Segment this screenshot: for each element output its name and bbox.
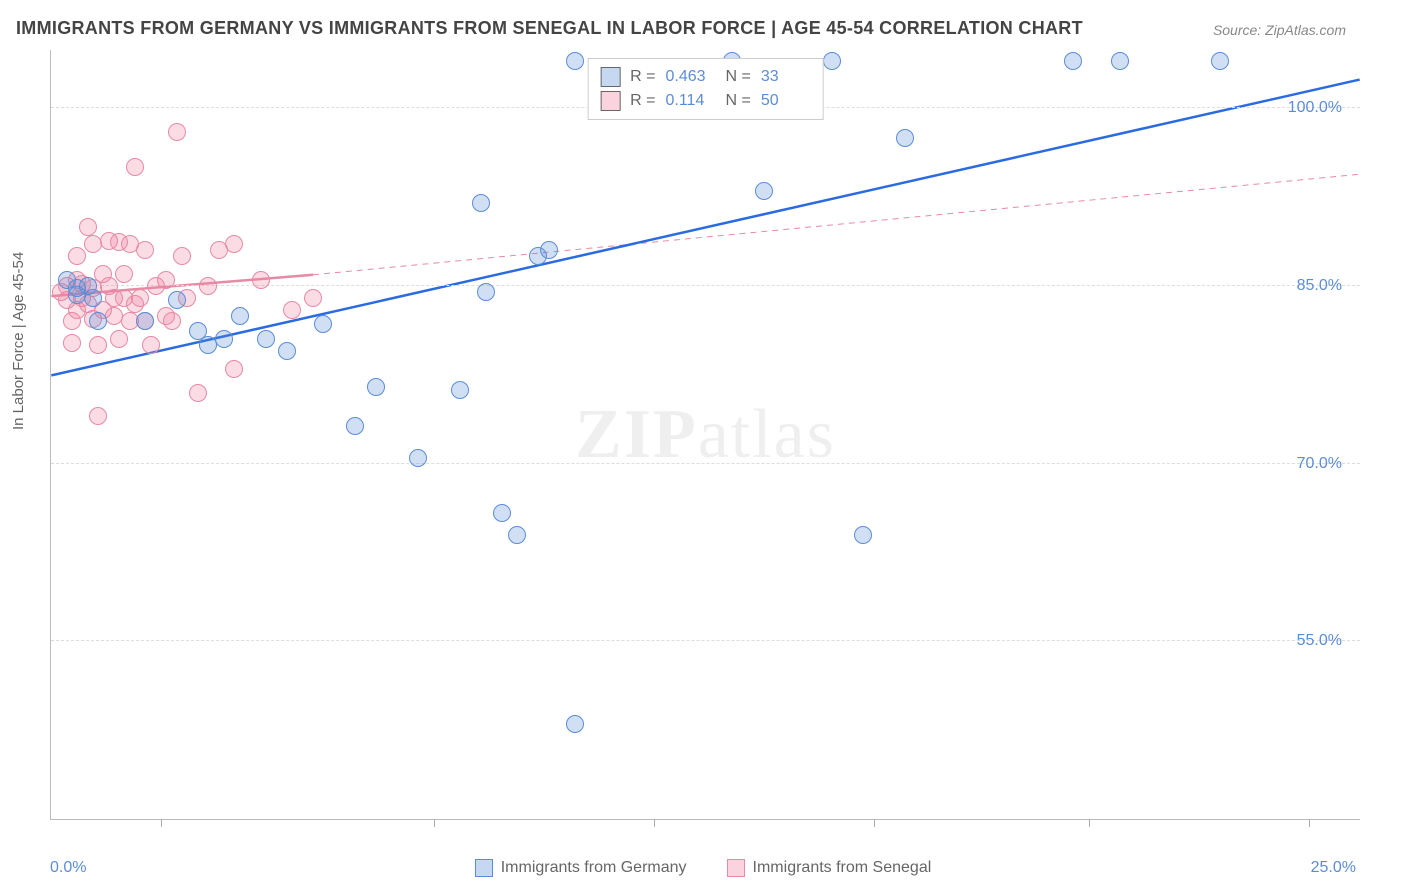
senegal-n-value: 50 xyxy=(761,92,811,110)
x-tick xyxy=(1089,819,1090,827)
gridline-h xyxy=(51,640,1360,641)
y-axis-label: In Labor Force | Age 45-54 xyxy=(10,252,27,430)
scatter-marker xyxy=(493,504,511,522)
germany-r-value: 0.463 xyxy=(666,68,716,86)
legend-swatch-pink-icon xyxy=(727,859,745,877)
scatter-marker xyxy=(346,417,364,435)
chart-title: IMMIGRANTS FROM GERMANY VS IMMIGRANTS FR… xyxy=(16,18,1083,39)
scatter-marker xyxy=(451,381,469,399)
scatter-marker xyxy=(252,271,270,289)
scatter-marker xyxy=(79,218,97,236)
scatter-marker xyxy=(409,449,427,467)
scatter-marker xyxy=(126,158,144,176)
scatter-marker xyxy=(755,182,773,200)
y-tick-label: 85.0% xyxy=(1297,277,1342,295)
scatter-marker xyxy=(566,52,584,70)
scatter-marker xyxy=(278,342,296,360)
scatter-marker xyxy=(508,526,526,544)
scatter-marker xyxy=(566,715,584,733)
scatter-marker xyxy=(168,123,186,141)
scatter-marker xyxy=(168,291,186,309)
y-tick-label: 100.0% xyxy=(1288,99,1342,117)
scatter-marker xyxy=(231,307,249,325)
scatter-marker xyxy=(110,330,128,348)
watermark-light: atlas xyxy=(698,396,836,473)
watermark-bold: ZIP xyxy=(575,396,698,473)
scatter-marker xyxy=(225,235,243,253)
scatter-marker xyxy=(142,336,160,354)
scatter-marker xyxy=(189,384,207,402)
y-tick-label: 70.0% xyxy=(1297,455,1342,473)
swatch-pink-icon xyxy=(600,91,620,111)
scatter-marker xyxy=(89,312,107,330)
scatter-marker xyxy=(199,277,217,295)
scatter-marker xyxy=(1064,52,1082,70)
scatter-marker xyxy=(1211,52,1229,70)
scatter-marker xyxy=(131,289,149,307)
scatter-marker xyxy=(257,330,275,348)
scatter-marker xyxy=(115,265,133,283)
germany-n-value: 33 xyxy=(761,68,811,86)
x-tick xyxy=(874,819,875,827)
scatter-marker xyxy=(63,334,81,352)
r-label: R = xyxy=(630,68,655,86)
stats-row-senegal: R = 0.114 N = 50 xyxy=(600,89,811,113)
scatter-marker xyxy=(367,378,385,396)
scatter-marker xyxy=(304,289,322,307)
scatter-marker xyxy=(283,301,301,319)
scatter-marker xyxy=(540,241,558,259)
scatter-marker xyxy=(225,360,243,378)
scatter-marker xyxy=(1111,52,1129,70)
scatter-marker xyxy=(314,315,332,333)
scatter-marker xyxy=(89,407,107,425)
stats-legend-box: R = 0.463 N = 33 R = 0.114 N = 50 xyxy=(587,58,824,120)
x-tick xyxy=(654,819,655,827)
scatter-marker xyxy=(68,247,86,265)
x-tick xyxy=(1309,819,1310,827)
scatter-marker xyxy=(896,129,914,147)
scatter-marker xyxy=(157,271,175,289)
senegal-r-value: 0.114 xyxy=(666,92,716,110)
stats-row-germany: R = 0.463 N = 33 xyxy=(600,65,811,89)
scatter-marker xyxy=(136,312,154,330)
legend-bottom: Immigrants from Germany Immigrants from … xyxy=(0,859,1406,877)
scatter-marker xyxy=(472,194,490,212)
scatter-marker xyxy=(477,283,495,301)
legend-label-senegal: Immigrants from Senegal xyxy=(753,859,932,877)
scatter-marker xyxy=(215,330,233,348)
source-attribution: Source: ZipAtlas.com xyxy=(1213,22,1346,38)
trendlines-svg xyxy=(51,50,1360,819)
scatter-marker xyxy=(173,247,191,265)
legend-item-germany: Immigrants from Germany xyxy=(475,859,687,877)
legend-item-senegal: Immigrants from Senegal xyxy=(727,859,932,877)
x-tick xyxy=(434,819,435,827)
scatter-marker xyxy=(89,336,107,354)
legend-label-germany: Immigrants from Germany xyxy=(501,859,687,877)
scatter-marker xyxy=(854,526,872,544)
gridline-h xyxy=(51,463,1360,464)
r-label: R = xyxy=(630,92,655,110)
legend-swatch-blue-icon xyxy=(475,859,493,877)
plot-area: ZIPatlas R = 0.463 N = 33 R = 0.114 N = … xyxy=(50,50,1360,820)
n-label: N = xyxy=(726,68,751,86)
n-label: N = xyxy=(726,92,751,110)
trend-line xyxy=(313,174,1360,275)
gridline-h xyxy=(51,285,1360,286)
scatter-marker xyxy=(136,241,154,259)
x-tick xyxy=(161,819,162,827)
swatch-blue-icon xyxy=(600,67,620,87)
trend-line xyxy=(51,80,1359,376)
y-tick-label: 55.0% xyxy=(1297,632,1342,650)
scatter-marker xyxy=(163,312,181,330)
scatter-marker xyxy=(84,289,102,307)
scatter-marker xyxy=(823,52,841,70)
